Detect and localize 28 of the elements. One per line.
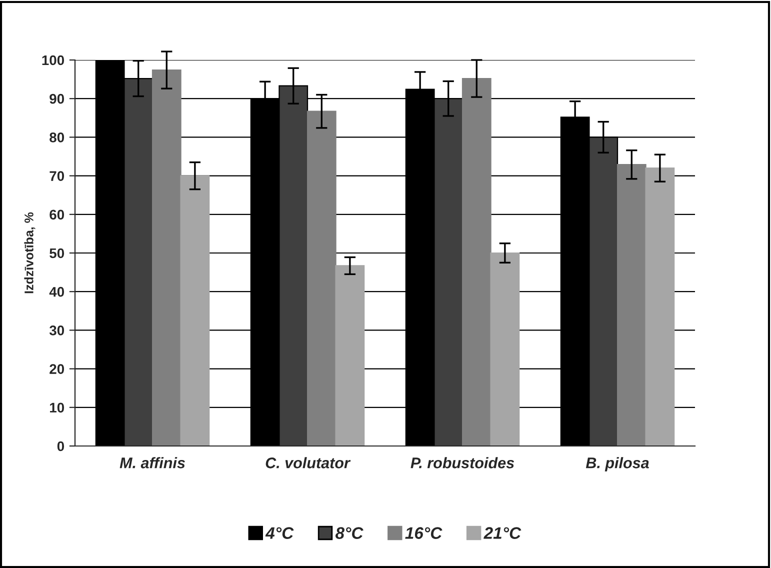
y-tick-label: 20 [50,364,64,374]
x-tick-label: M. affinis [120,457,185,468]
y-tick-label: 30 [49,326,64,336]
y-tick-label: 0 [57,441,64,452]
y-tick-label: 60 [50,210,64,220]
y-tick-label: 100 [42,55,64,66]
y-tick-label: 90 [50,94,64,104]
bar [335,265,365,446]
legend-label: 21°C [484,527,522,539]
x-tick-label: B. pilosa [586,457,649,472]
bar [152,69,182,446]
bar [490,252,520,446]
y-tick-label: 40 [49,286,64,297]
bar [306,110,336,446]
y-tick-label: 50 [50,248,64,258]
y-axis-title: Izdzīvotība, % [24,212,36,294]
y-tick-label: 10 [50,402,64,413]
legend-label: 4°C [265,527,294,539]
y-tick-label: 80 [50,132,64,142]
bar [180,175,210,446]
legend-label: 8°C [335,527,364,539]
bar [645,168,675,446]
legend-label: 16°C [405,527,442,539]
bar [462,78,492,446]
bar [616,164,646,446]
y-tick-label: 70 [50,171,64,181]
x-tick-label: C. volutator [266,457,351,468]
x-tick-label: P. robustoides [410,457,514,468]
